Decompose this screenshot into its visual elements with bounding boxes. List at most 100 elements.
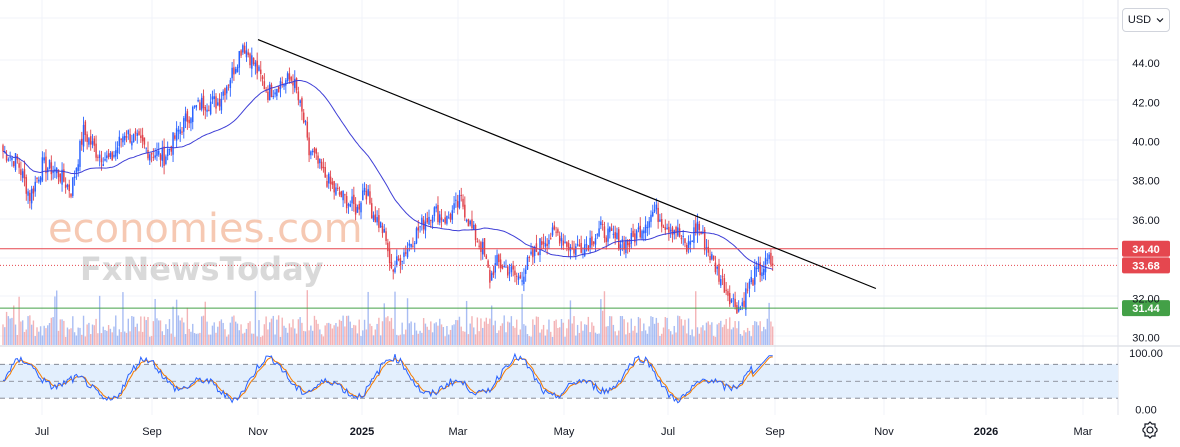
candle-body xyxy=(426,217,428,223)
candle-body xyxy=(435,206,437,209)
candle-body xyxy=(286,73,289,82)
volume-bar xyxy=(190,331,192,345)
settings-button[interactable] xyxy=(1140,420,1160,440)
price-tick-label: 40.00 xyxy=(1132,137,1160,149)
candle-body xyxy=(648,221,650,228)
candle-body xyxy=(652,211,654,217)
volume-bar xyxy=(695,291,697,345)
volume-bar xyxy=(56,290,58,345)
candle-body xyxy=(2,145,4,152)
volume-bar xyxy=(746,327,749,345)
volume-bar xyxy=(677,315,679,345)
volume-bar xyxy=(465,300,468,345)
candle-body xyxy=(478,245,480,247)
volume-bar xyxy=(668,329,670,345)
volume-bar xyxy=(394,291,396,345)
volume-bar xyxy=(628,332,631,345)
candle-body xyxy=(523,276,525,285)
time-tick-label: Nov xyxy=(874,426,894,438)
volume-bar xyxy=(390,317,393,345)
candle-body xyxy=(331,181,334,186)
candle-body xyxy=(501,265,504,269)
price-tick-label: 42.00 xyxy=(1132,97,1160,109)
volume-bar xyxy=(220,319,223,345)
candle-body xyxy=(113,154,115,157)
price-tick-label: 36.00 xyxy=(1132,215,1160,227)
chevron-down-icon xyxy=(1156,14,1164,26)
volume-bar xyxy=(136,323,138,345)
volume-bar xyxy=(682,325,684,345)
candle-body xyxy=(347,204,350,206)
volume-bar xyxy=(218,321,221,345)
candle-body xyxy=(11,157,13,161)
volume-bar xyxy=(440,324,443,345)
candle-body xyxy=(295,78,298,91)
volume-bar xyxy=(195,333,198,345)
candle-body xyxy=(560,238,563,242)
volume-bar xyxy=(381,321,384,345)
volume-bar xyxy=(702,325,704,345)
price-tick-label: 30.00 xyxy=(1132,333,1160,345)
candle-body xyxy=(499,259,502,268)
candle-body xyxy=(134,131,137,134)
volume-bar xyxy=(431,332,434,345)
volume-bar xyxy=(467,334,470,345)
time-tick-label: 2026 xyxy=(974,426,998,438)
oscillator-panel xyxy=(0,352,1118,404)
volume-bar xyxy=(215,332,217,345)
volume-bar xyxy=(249,321,251,345)
level-label-33-68: 33.68 xyxy=(1132,260,1160,272)
candle-body xyxy=(39,177,42,183)
volume-bar xyxy=(691,329,693,345)
candle-body xyxy=(365,190,368,200)
candle-body xyxy=(562,240,565,246)
candle-body xyxy=(267,91,269,100)
candle-body xyxy=(89,136,92,145)
volume-bar xyxy=(763,326,765,345)
candle-body xyxy=(539,238,541,256)
candle-body xyxy=(412,245,414,247)
volume-bar xyxy=(149,336,151,345)
candle-body xyxy=(292,81,294,86)
volume-bar xyxy=(9,318,11,345)
volume-bar xyxy=(730,329,733,345)
volume-bar xyxy=(680,319,683,345)
candle-body xyxy=(734,298,736,307)
candle-body xyxy=(77,164,79,171)
volume-bar xyxy=(426,326,428,345)
candle-body xyxy=(530,251,532,255)
volume-bar xyxy=(433,323,436,345)
candle-body xyxy=(705,247,708,249)
volume-bar xyxy=(721,327,724,345)
volume-bar xyxy=(374,329,377,345)
volume-bar xyxy=(490,305,493,345)
volume-bar xyxy=(342,315,344,345)
volume-bar xyxy=(2,324,4,345)
volume-bar xyxy=(45,328,47,345)
candle-body xyxy=(453,203,455,210)
candle-body xyxy=(68,184,70,192)
volume-bar xyxy=(687,318,690,345)
volume-bar xyxy=(770,321,772,345)
volume-bar xyxy=(360,335,362,345)
trendline[interactable] xyxy=(257,39,877,290)
volume-bar xyxy=(113,326,115,345)
volume-bar xyxy=(132,316,135,345)
volume-bar xyxy=(48,322,51,345)
volume-bar xyxy=(428,329,430,345)
candle-body xyxy=(86,134,88,142)
volume-bar xyxy=(455,320,457,345)
volume-bar xyxy=(192,323,194,345)
candle-body xyxy=(351,196,353,204)
candle-body xyxy=(474,225,477,241)
candle-body xyxy=(585,244,588,246)
candle-body xyxy=(571,247,573,249)
volume-bar xyxy=(619,316,622,345)
candle-body xyxy=(202,95,205,109)
candle-body xyxy=(206,109,208,112)
candle-body xyxy=(415,228,418,244)
candle-body xyxy=(492,271,495,275)
currency-selector[interactable]: USD xyxy=(1122,8,1170,32)
candle-body xyxy=(408,243,411,246)
